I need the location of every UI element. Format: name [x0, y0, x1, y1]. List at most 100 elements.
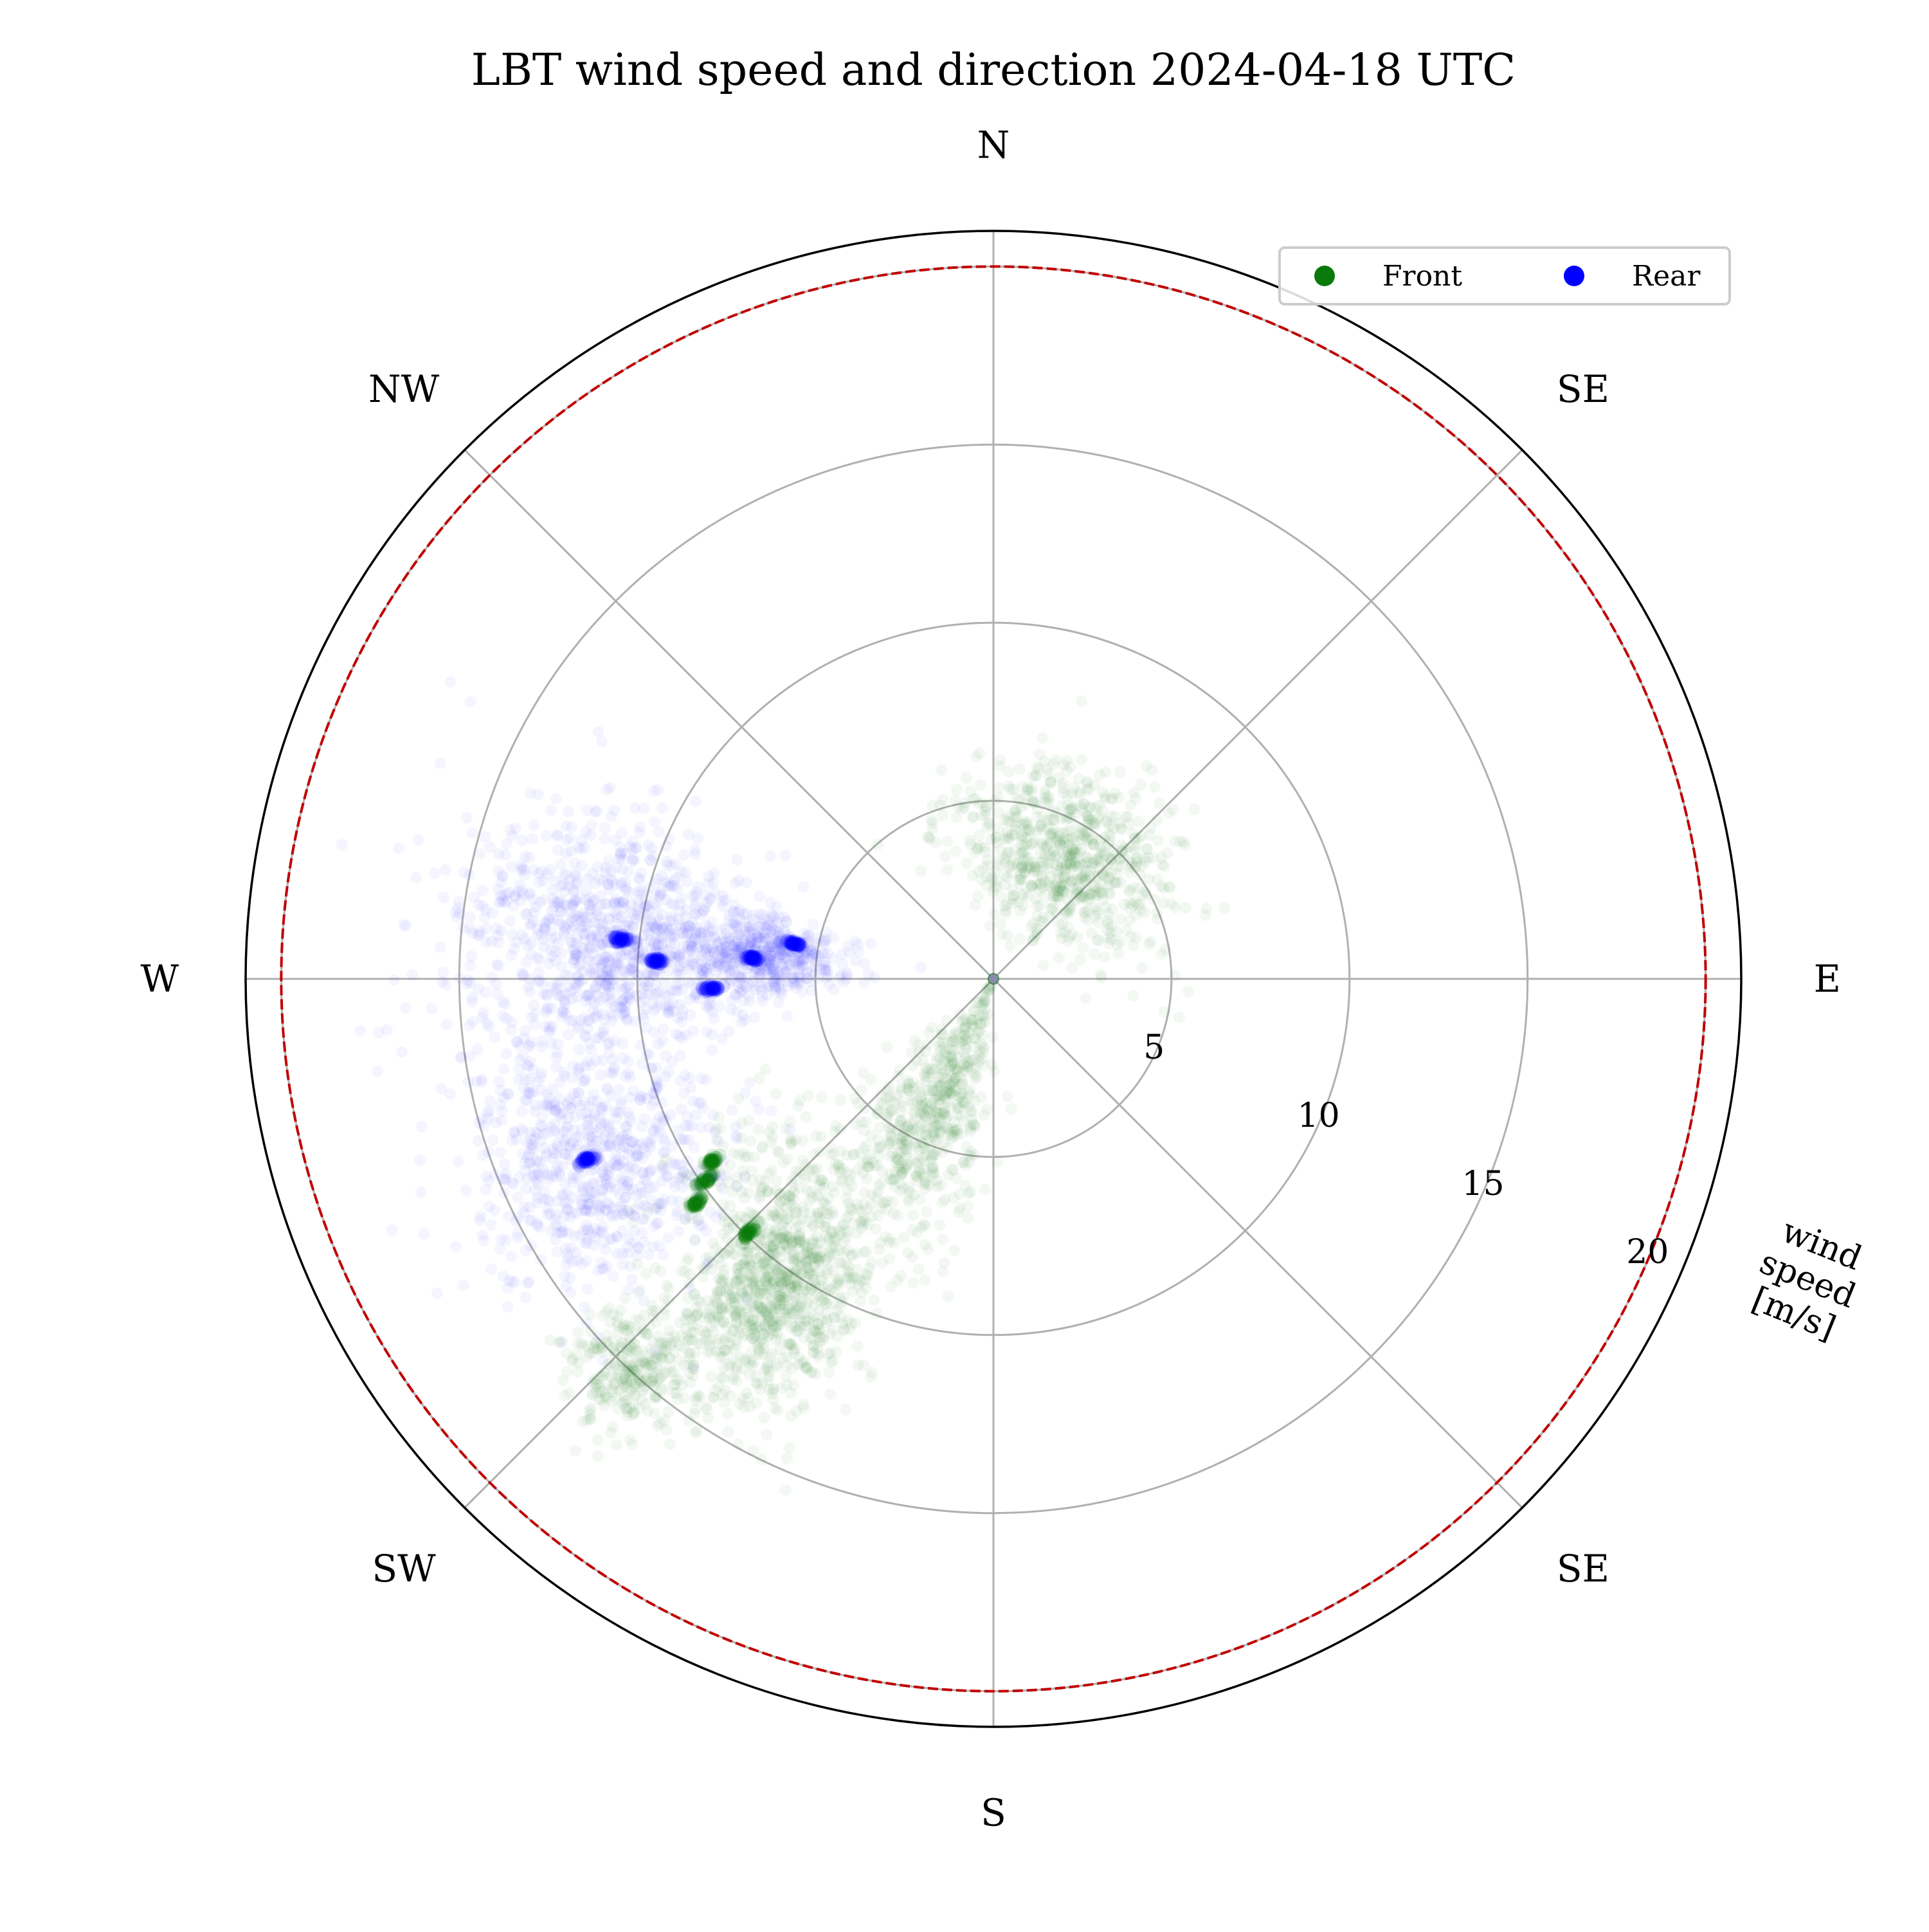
- data-point: [651, 1083, 663, 1095]
- data-point: [668, 1366, 680, 1378]
- data-point: [595, 890, 606, 902]
- data-point: [859, 1215, 871, 1226]
- data-point: [891, 1125, 903, 1136]
- data-point: [754, 1288, 766, 1299]
- data-point: [633, 952, 644, 964]
- data-point: [561, 1248, 573, 1260]
- data-point: [586, 819, 597, 831]
- data-point: [393, 843, 404, 854]
- data-point: [600, 1244, 611, 1255]
- data-point: [1014, 933, 1026, 945]
- data-point: [913, 1264, 925, 1275]
- data-point: [690, 1392, 702, 1403]
- data-point: [1044, 910, 1055, 922]
- data-point: [529, 1008, 540, 1020]
- data-point: [826, 1243, 838, 1254]
- data-point: [732, 1268, 743, 1280]
- data-point: [610, 834, 621, 846]
- data-point: [589, 1223, 601, 1235]
- data-point: [622, 1106, 634, 1118]
- data-point: [505, 1250, 517, 1262]
- data-point: [508, 1178, 520, 1190]
- data-point: [678, 849, 690, 861]
- data-point: [918, 1109, 930, 1121]
- data-point: [608, 1271, 619, 1282]
- data-point: [554, 1170, 566, 1181]
- data-point: [937, 794, 948, 806]
- data-point: [406, 969, 418, 980]
- data-point: [986, 871, 998, 883]
- data-point: [640, 1398, 651, 1410]
- data-point: [606, 1233, 618, 1244]
- data-point: [1080, 992, 1092, 1004]
- data-point: [700, 1327, 712, 1338]
- data-point: [569, 857, 581, 869]
- data-point: [647, 1100, 658, 1111]
- data-point: [648, 1310, 660, 1322]
- data-point: [853, 1360, 864, 1371]
- data-point: [1073, 861, 1084, 873]
- data-point: [435, 757, 446, 769]
- data-point: [873, 1187, 884, 1198]
- data-point: [594, 1199, 606, 1211]
- data-point: [555, 1337, 566, 1349]
- data-point: [505, 950, 517, 961]
- data-point: [979, 1003, 991, 1015]
- data-point: [1189, 803, 1200, 815]
- data-point: [717, 1183, 729, 1195]
- data-point: [898, 1232, 910, 1243]
- data-point: [613, 853, 625, 864]
- data-point: [816, 1295, 828, 1307]
- data-point: [1105, 888, 1116, 900]
- data-point: [545, 1225, 557, 1236]
- data-point: [473, 983, 484, 994]
- data-point: [672, 882, 684, 894]
- data-point: [638, 1355, 649, 1367]
- data-point: [965, 1120, 977, 1132]
- data-point: [1146, 936, 1157, 947]
- data-point: [754, 891, 765, 902]
- data-point: [489, 1032, 501, 1043]
- data-point: [646, 1194, 657, 1206]
- data-point: [868, 972, 880, 983]
- data-point: [703, 1003, 714, 1014]
- data-point: [1159, 1007, 1170, 1018]
- data-point: [802, 1089, 814, 1101]
- data-point: [525, 1037, 537, 1048]
- data-point: [464, 911, 476, 923]
- data-point: [825, 1356, 837, 1368]
- data-point: [565, 1139, 576, 1151]
- data-point: [756, 1454, 767, 1465]
- data-point: [592, 1332, 604, 1344]
- data-point: [714, 1001, 725, 1012]
- data-point: [753, 1104, 765, 1115]
- data-point: [669, 1346, 681, 1358]
- data-point: [629, 1016, 641, 1027]
- data-point: [596, 736, 608, 748]
- data-point: [610, 893, 622, 905]
- data-point: [549, 1214, 561, 1225]
- data-point: [541, 830, 552, 842]
- data-point: [597, 1166, 608, 1178]
- data-point: [705, 1156, 720, 1170]
- data-point: [532, 788, 544, 800]
- data-point: [948, 1057, 960, 1068]
- data-point: [518, 969, 529, 980]
- data-point: [1139, 886, 1151, 897]
- data-point: [919, 1045, 931, 1057]
- data-point: [704, 1206, 716, 1217]
- data-point: [778, 1292, 790, 1304]
- data-point: [622, 1406, 633, 1417]
- data-point: [574, 911, 585, 923]
- data-point: [1067, 962, 1078, 974]
- data-point: [454, 972, 466, 984]
- data-point: [1152, 913, 1163, 924]
- data-point: [599, 833, 610, 844]
- data-point: [1078, 942, 1089, 954]
- data-point: [820, 1253, 832, 1265]
- data-point: [624, 1434, 636, 1446]
- data-point: [545, 1335, 556, 1346]
- data-point: [743, 1115, 755, 1126]
- data-point: [1011, 811, 1023, 823]
- data-point: [1050, 754, 1062, 765]
